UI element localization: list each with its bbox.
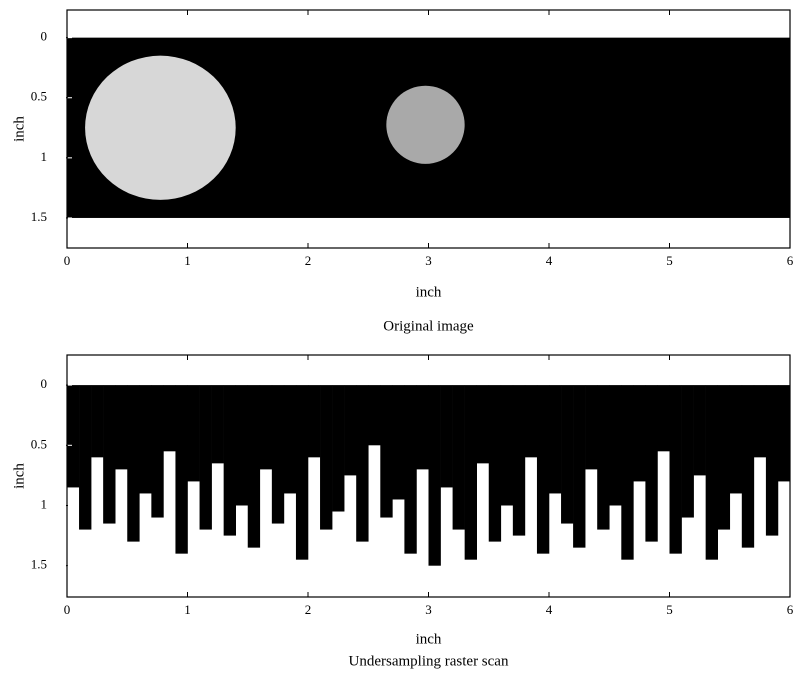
scan-bar (151, 385, 164, 518)
y-tick-label: 0.5 (31, 89, 47, 104)
x-tick-label: 6 (787, 253, 794, 268)
scan-bar (67, 385, 80, 488)
x-tick-label: 3 (425, 253, 432, 268)
scan-bar (561, 385, 574, 524)
scan-bar (657, 385, 670, 452)
scan-bar (597, 385, 610, 530)
scan-bar (440, 385, 453, 488)
scan-bar (609, 385, 622, 506)
scan-bar (79, 385, 92, 530)
scan-bar (765, 385, 779, 536)
x-axis-label: inch (416, 284, 442, 300)
y-tick-label: 1.5 (31, 209, 47, 224)
scan-bar (283, 385, 297, 494)
y-axis-label: inch (11, 116, 27, 142)
scan-bar (476, 385, 490, 464)
x-tick-label: 4 (546, 253, 553, 268)
chart: 0 1 2 3 4 5 6 0 0.5 1 1.5 inch inch Undersampling ras… (11, 354, 794, 669)
scan-bar (428, 385, 441, 566)
scan-bar (332, 385, 345, 512)
scan-bar (633, 385, 646, 482)
bright-region (386, 85, 465, 164)
scan-bar (175, 385, 188, 554)
x-tick-label: 6 (787, 602, 794, 617)
x-tick-label: 0 (64, 253, 71, 268)
scan-bar (187, 385, 200, 482)
scan-bar (259, 385, 273, 470)
scan-bar (199, 385, 212, 530)
scan-bar (512, 385, 526, 536)
y-tick-label: 0 (41, 29, 48, 44)
scan-bar (488, 385, 502, 542)
x-tick-label: 5 (666, 602, 673, 617)
scan-bar (91, 385, 104, 458)
scan-bar (223, 385, 236, 536)
scan-bar (344, 385, 357, 476)
scan-bar (368, 385, 381, 446)
scan-bar (392, 385, 405, 500)
scan-bar (416, 385, 429, 470)
scan-bar (621, 385, 634, 560)
scan-bar (645, 385, 658, 542)
chart-title: Original image (383, 318, 474, 334)
scan-bar (452, 385, 465, 530)
scan-bar (127, 385, 140, 542)
scan-bar (320, 385, 333, 530)
y-tick-label: 0 (41, 376, 48, 391)
scan-bar (717, 385, 731, 530)
scan-bar (741, 385, 755, 548)
chart-title: Undersampling raster scan (349, 653, 509, 669)
x-tick-label: 0 (64, 602, 71, 617)
scan-bar (753, 385, 767, 458)
scan-bar (524, 385, 538, 458)
scan-bar (211, 385, 224, 464)
scan-bar (235, 385, 249, 506)
scan-bar (139, 385, 152, 494)
scan-bar (681, 385, 694, 518)
scan-bar (271, 385, 285, 524)
scan-bar (115, 385, 128, 470)
x-tick-label: 3 (425, 602, 432, 617)
y-tick-label: 1.5 (31, 557, 47, 572)
x-tick-label: 1 (184, 253, 191, 268)
x-tick-label: 2 (305, 602, 312, 617)
x-axis-label: inch (416, 631, 442, 647)
y-tick-label: 1 (41, 149, 48, 164)
scan-bar (729, 385, 743, 494)
scan-bar (500, 385, 514, 506)
y-tick-label: 1 (41, 496, 48, 511)
bright-region (85, 55, 236, 200)
scan-bar (549, 385, 562, 494)
scan-bar (585, 385, 598, 470)
scan-bar (404, 385, 417, 554)
scan-bar (693, 385, 706, 476)
scan-bar (777, 385, 791, 482)
scan-bar (356, 385, 369, 542)
scan-bar (295, 385, 309, 560)
chart: 0 1 2 3 4 5 6 0 0.5 1 1.5 inch inch Original image (11, 9, 794, 334)
scan-bar (464, 385, 477, 560)
scan-bar (103, 385, 116, 524)
scan-bar (573, 385, 586, 548)
y-axis-label: inch (11, 463, 27, 489)
scan-bar (163, 385, 176, 452)
scan-bar (247, 385, 261, 548)
y-tick-label: 0.5 (31, 436, 47, 451)
x-tick-label: 5 (666, 253, 673, 268)
scan-bar (536, 385, 550, 554)
scan-bar (669, 385, 682, 554)
scan-bar (380, 385, 393, 518)
scan-bar (705, 385, 718, 560)
x-tick-label: 2 (305, 253, 312, 268)
x-tick-label: 1 (184, 602, 191, 617)
scan-bar (308, 385, 321, 458)
x-tick-label: 4 (546, 602, 553, 617)
